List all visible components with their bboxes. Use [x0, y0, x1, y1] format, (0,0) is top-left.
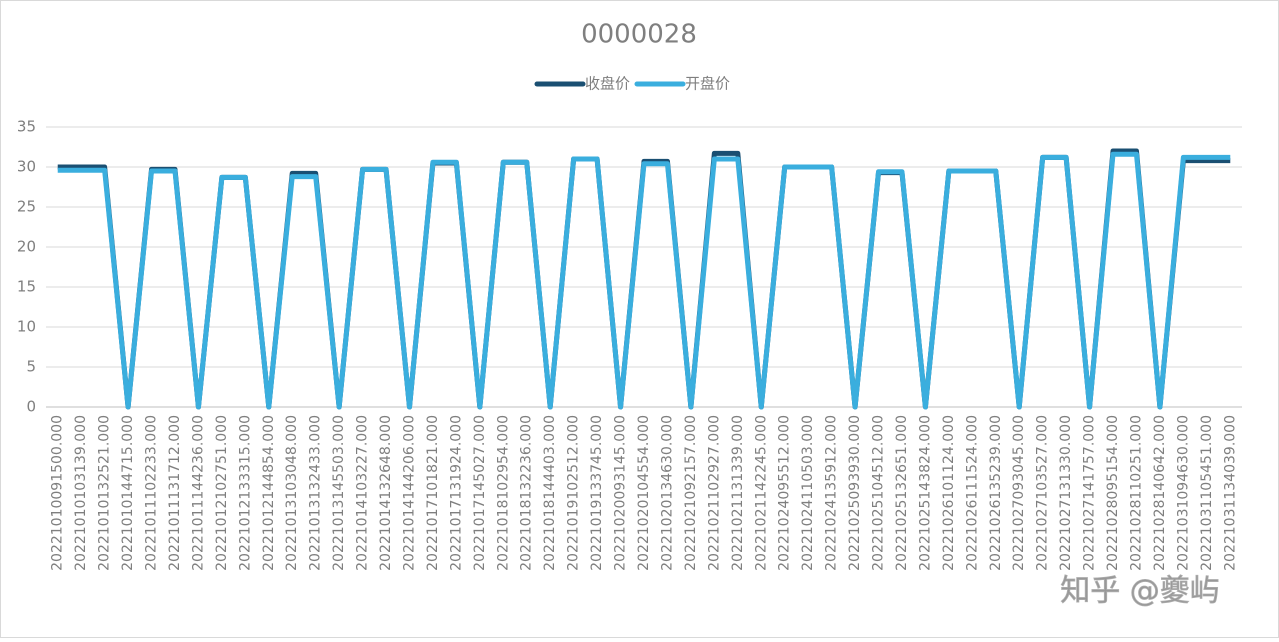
- x-tick-label: 20221028110251.000: [1128, 415, 1144, 571]
- x-tick-label: 20221020134630.000: [659, 415, 675, 571]
- y-tick-label: 30: [17, 158, 36, 176]
- x-tick-label: 20221013145503.000: [331, 415, 347, 571]
- x-tick-label: 20221010091500.000: [50, 415, 66, 571]
- x-tick-label: 20221014132648.000: [378, 415, 394, 571]
- x-tick-label: 20221026111524.000: [964, 415, 980, 571]
- x-tick-label: 20221027141757.000: [1082, 415, 1098, 571]
- y-tick-label: 5: [26, 358, 36, 376]
- x-tick-label: 20221017101821.000: [425, 415, 441, 571]
- legend-label: 收盘价: [585, 75, 630, 93]
- watermark: 知乎 @夔屿: [1060, 574, 1220, 609]
- x-tick-label: 20221025093930.000: [847, 415, 863, 571]
- x-tick-label: 20221026135239.000: [988, 415, 1004, 571]
- y-tick-label: 0: [26, 398, 36, 416]
- x-tick-label: 20221026101124.000: [941, 415, 957, 571]
- x-tick-label: 20221027103527.000: [1035, 415, 1051, 571]
- x-tick-label: 20221019133745.000: [589, 415, 605, 571]
- x-tick-label: 20221021142245.000: [753, 415, 769, 571]
- x-tick-label: 20221025132651.000: [894, 415, 910, 571]
- x-tick-label: 20221019102512.000: [566, 415, 582, 571]
- x-tick-label: 20221014103227.000: [355, 415, 371, 571]
- y-tick-label: 20: [17, 238, 36, 256]
- x-tick-label: 20221031134039.000: [1222, 415, 1238, 571]
- x-tick-label: 20221027093045.000: [1011, 415, 1027, 571]
- x-tick-label: 20221017145027.000: [472, 415, 488, 571]
- x-tick-label: 20221021131339.000: [730, 415, 746, 571]
- x-tick-label: 20221017131924.000: [448, 415, 464, 571]
- legend-label: 开盘价: [685, 75, 730, 93]
- x-tick-label: 20221018132236.000: [519, 415, 535, 571]
- x-tick-label: 20221013132433.000: [308, 415, 324, 571]
- x-tick-label: 20221012133315.000: [237, 415, 253, 571]
- y-tick-label: 25: [17, 198, 36, 216]
- x-tick-label: 20221010103139.000: [73, 415, 89, 571]
- x-tick-label: 20221010132521.000: [97, 415, 113, 571]
- x-tick-label: 20221020104554.000: [636, 415, 652, 571]
- x-tick-label: 20221012144854.000: [261, 415, 277, 571]
- x-tick-label: 20221031105451.000: [1199, 415, 1215, 571]
- x-tick-label: 20221024135912.000: [824, 415, 840, 571]
- x-tick-label: 20221031094630.000: [1175, 415, 1191, 571]
- x-tick-label: 20221020093145.000: [613, 415, 629, 571]
- x-tick-label: 20221025104512.000: [871, 415, 887, 571]
- x-tick-label: 20221011131712.000: [167, 415, 183, 571]
- x-tick-label: 20221028095154.000: [1105, 415, 1121, 571]
- x-tick-label: 20221021092157.000: [683, 415, 699, 571]
- x-tick-label: 20221028140642.000: [1152, 415, 1168, 571]
- y-tick-label: 10: [17, 318, 36, 336]
- x-tick-label: 20221010144715.000: [120, 415, 136, 571]
- x-tick-label: 20221011144236.000: [190, 415, 206, 571]
- x-tick-label: 20221011102233.000: [144, 415, 160, 571]
- x-tick-label: 20221024095512.000: [777, 415, 793, 571]
- y-tick-label: 15: [17, 278, 36, 296]
- series-line: [57, 151, 1231, 410]
- x-tick-label: 20221027131330.000: [1058, 415, 1074, 571]
- x-tick-label: 20221018144403.000: [542, 415, 558, 571]
- x-tick-label: 20221012102751.000: [214, 415, 230, 571]
- x-tick-label: 20221024110503.000: [800, 415, 816, 571]
- x-tick-label: 20221021102927.000: [706, 415, 722, 571]
- x-tick-label: 20221013103048.000: [284, 415, 300, 571]
- x-tick-label: 20221014144206.000: [401, 415, 417, 571]
- x-tick-label: 20221018102954.000: [495, 415, 511, 571]
- x-tick-label: 20221025143824.000: [917, 415, 933, 571]
- chart-title: 0000028: [581, 20, 697, 50]
- y-tick-label: 35: [17, 118, 36, 136]
